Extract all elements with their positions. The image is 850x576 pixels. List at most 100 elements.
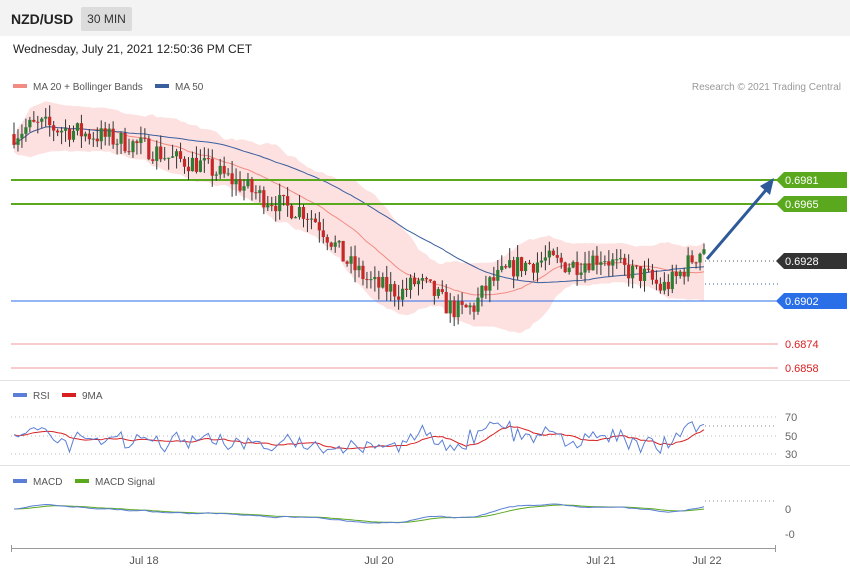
candle-body: [174, 151, 179, 157]
candle-body: [305, 218, 310, 220]
candle-body: [286, 196, 290, 206]
candle: [218, 158, 222, 179]
candle: [103, 121, 107, 146]
candle: [591, 250, 595, 271]
candle-body: [349, 256, 353, 264]
rsi-ma-line: [13, 425, 705, 450]
candle-body: [385, 276, 389, 292]
candle: [694, 261, 698, 269]
candle: [615, 249, 619, 269]
candle-body: [401, 288, 405, 300]
candle-body: [476, 297, 480, 312]
candle-body: [567, 267, 571, 273]
macd-line: [13, 503, 705, 524]
candle-body: [218, 165, 222, 175]
candle-body: [397, 296, 401, 300]
candle: [313, 213, 317, 223]
candle-body: [274, 205, 278, 212]
candle: [464, 303, 468, 308]
candle: [262, 186, 266, 215]
candle-body: [480, 285, 484, 298]
rsi-tick-30: 30: [785, 449, 797, 461]
candle-body: [59, 130, 64, 133]
candle: [460, 292, 464, 315]
rsi-ma-legend-swatch: [62, 393, 76, 397]
candle-body: [91, 138, 95, 140]
candle: [182, 156, 187, 174]
candle: [583, 251, 587, 283]
candle-body: [238, 179, 242, 191]
candle: [476, 287, 480, 315]
candle: [436, 286, 440, 299]
candle-body: [20, 133, 24, 139]
candle: [702, 243, 706, 256]
candle: [567, 263, 571, 275]
candle-body: [428, 279, 432, 281]
candle: [638, 266, 643, 289]
pivot-tag: [776, 293, 847, 309]
candle-body: [131, 141, 135, 153]
candle-body: [638, 266, 643, 281]
rsi-legend-label: RSI: [33, 391, 50, 402]
candle-body: [242, 186, 246, 191]
candle-body: [99, 128, 103, 142]
candle: [686, 247, 690, 282]
ma50-legend-label: MA 50: [175, 82, 204, 93]
candle: [527, 259, 532, 265]
candle-body: [313, 218, 317, 223]
candle: [40, 117, 44, 129]
candle: [131, 139, 135, 158]
candle-body: [551, 250, 555, 256]
candle-body: [404, 288, 409, 290]
last-price-value: 0.6928: [785, 256, 819, 268]
candle-body: [504, 266, 508, 268]
candle-body: [619, 257, 623, 260]
candle: [472, 302, 476, 320]
candle-body: [603, 261, 607, 263]
candle: [484, 275, 488, 299]
candle-body: [254, 192, 258, 194]
candle: [194, 146, 199, 174]
candle: [678, 269, 682, 279]
candle: [297, 195, 302, 220]
candle-body: [543, 257, 547, 261]
candle: [646, 258, 651, 273]
candle-body: [16, 138, 20, 145]
ma20-legend-swatch: [13, 84, 27, 88]
candle: [543, 245, 547, 271]
candle: [381, 272, 385, 289]
credit-text: Research © 2021 Trading Central: [692, 82, 841, 93]
chart-datetime: Wednesday, July 21, 2021 12:50:36 PM CET: [13, 42, 253, 56]
candle-body: [531, 263, 536, 273]
candle: [12, 122, 16, 149]
candle: [658, 277, 662, 294]
candle: [234, 168, 238, 196]
candle: [71, 125, 76, 143]
candle-body: [559, 257, 563, 263]
candle-body: [119, 132, 123, 144]
x-label-jul21: Jul 21: [586, 555, 615, 567]
x-label-jul18: Jul 18: [129, 555, 158, 567]
candle: [32, 111, 36, 123]
rsi-legend-swatch: [13, 393, 27, 397]
macd-tick-zero: 0: [785, 504, 791, 516]
candle-body: [159, 146, 163, 160]
candle: [289, 203, 294, 220]
last-price-tag: [776, 253, 847, 269]
candle-body: [440, 289, 444, 293]
candle: [317, 211, 321, 243]
candle-body: [373, 276, 377, 280]
candle-body: [345, 261, 349, 264]
candle: [274, 196, 278, 222]
timeframe-button[interactable]: 30 MIN: [81, 7, 132, 31]
candle: [123, 127, 127, 154]
candle: [631, 259, 635, 289]
candle-body: [246, 179, 250, 187]
candle: [178, 142, 183, 163]
x-label-jul22: Jul 22: [692, 555, 721, 567]
candle-body: [67, 128, 72, 140]
candle-body: [250, 179, 254, 193]
candle: [20, 124, 24, 148]
candle-body: [472, 305, 476, 312]
candle-body: [484, 285, 488, 291]
